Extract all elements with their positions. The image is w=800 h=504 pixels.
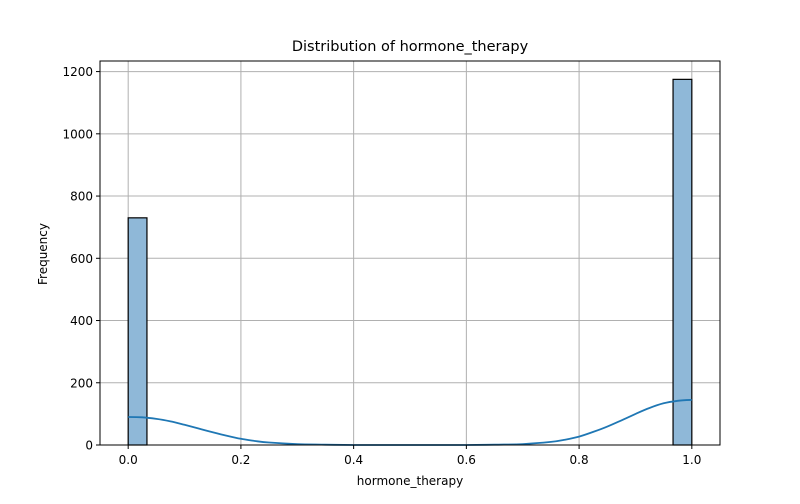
y-tick-label: 600 bbox=[70, 252, 93, 266]
ticks: 0.0 0.2 0.4 0.6 0.8 1.0 0 200 400 600 800 1000 1200 bbox=[62, 65, 701, 467]
y-tick-label: 1000 bbox=[62, 127, 93, 141]
histogram-bar bbox=[127, 217, 148, 446]
x-axis-label: hormone_therapy bbox=[357, 474, 463, 488]
y-tick-label: 1200 bbox=[62, 65, 93, 79]
plot-frame bbox=[99, 60, 721, 446]
axes-frame bbox=[99, 60, 721, 446]
x-tick-label: 0.2 bbox=[231, 453, 250, 467]
x-tick-label: 0.8 bbox=[570, 453, 589, 467]
x-tick-label: 1.0 bbox=[682, 453, 701, 467]
y-tick-label: 200 bbox=[70, 376, 93, 390]
y-axis-label: Frequency bbox=[36, 223, 50, 285]
y-tick-label: 0 bbox=[85, 439, 93, 453]
histogram-bar bbox=[672, 78, 693, 446]
y-tick-label: 800 bbox=[70, 190, 93, 204]
x-tick-label: 0.6 bbox=[457, 453, 476, 467]
x-tick-label: 0.0 bbox=[119, 453, 138, 467]
chart-title: Distribution of hormone_therapy bbox=[292, 39, 529, 55]
y-tick-label: 400 bbox=[70, 314, 93, 328]
x-tick-label: 0.4 bbox=[344, 453, 363, 467]
